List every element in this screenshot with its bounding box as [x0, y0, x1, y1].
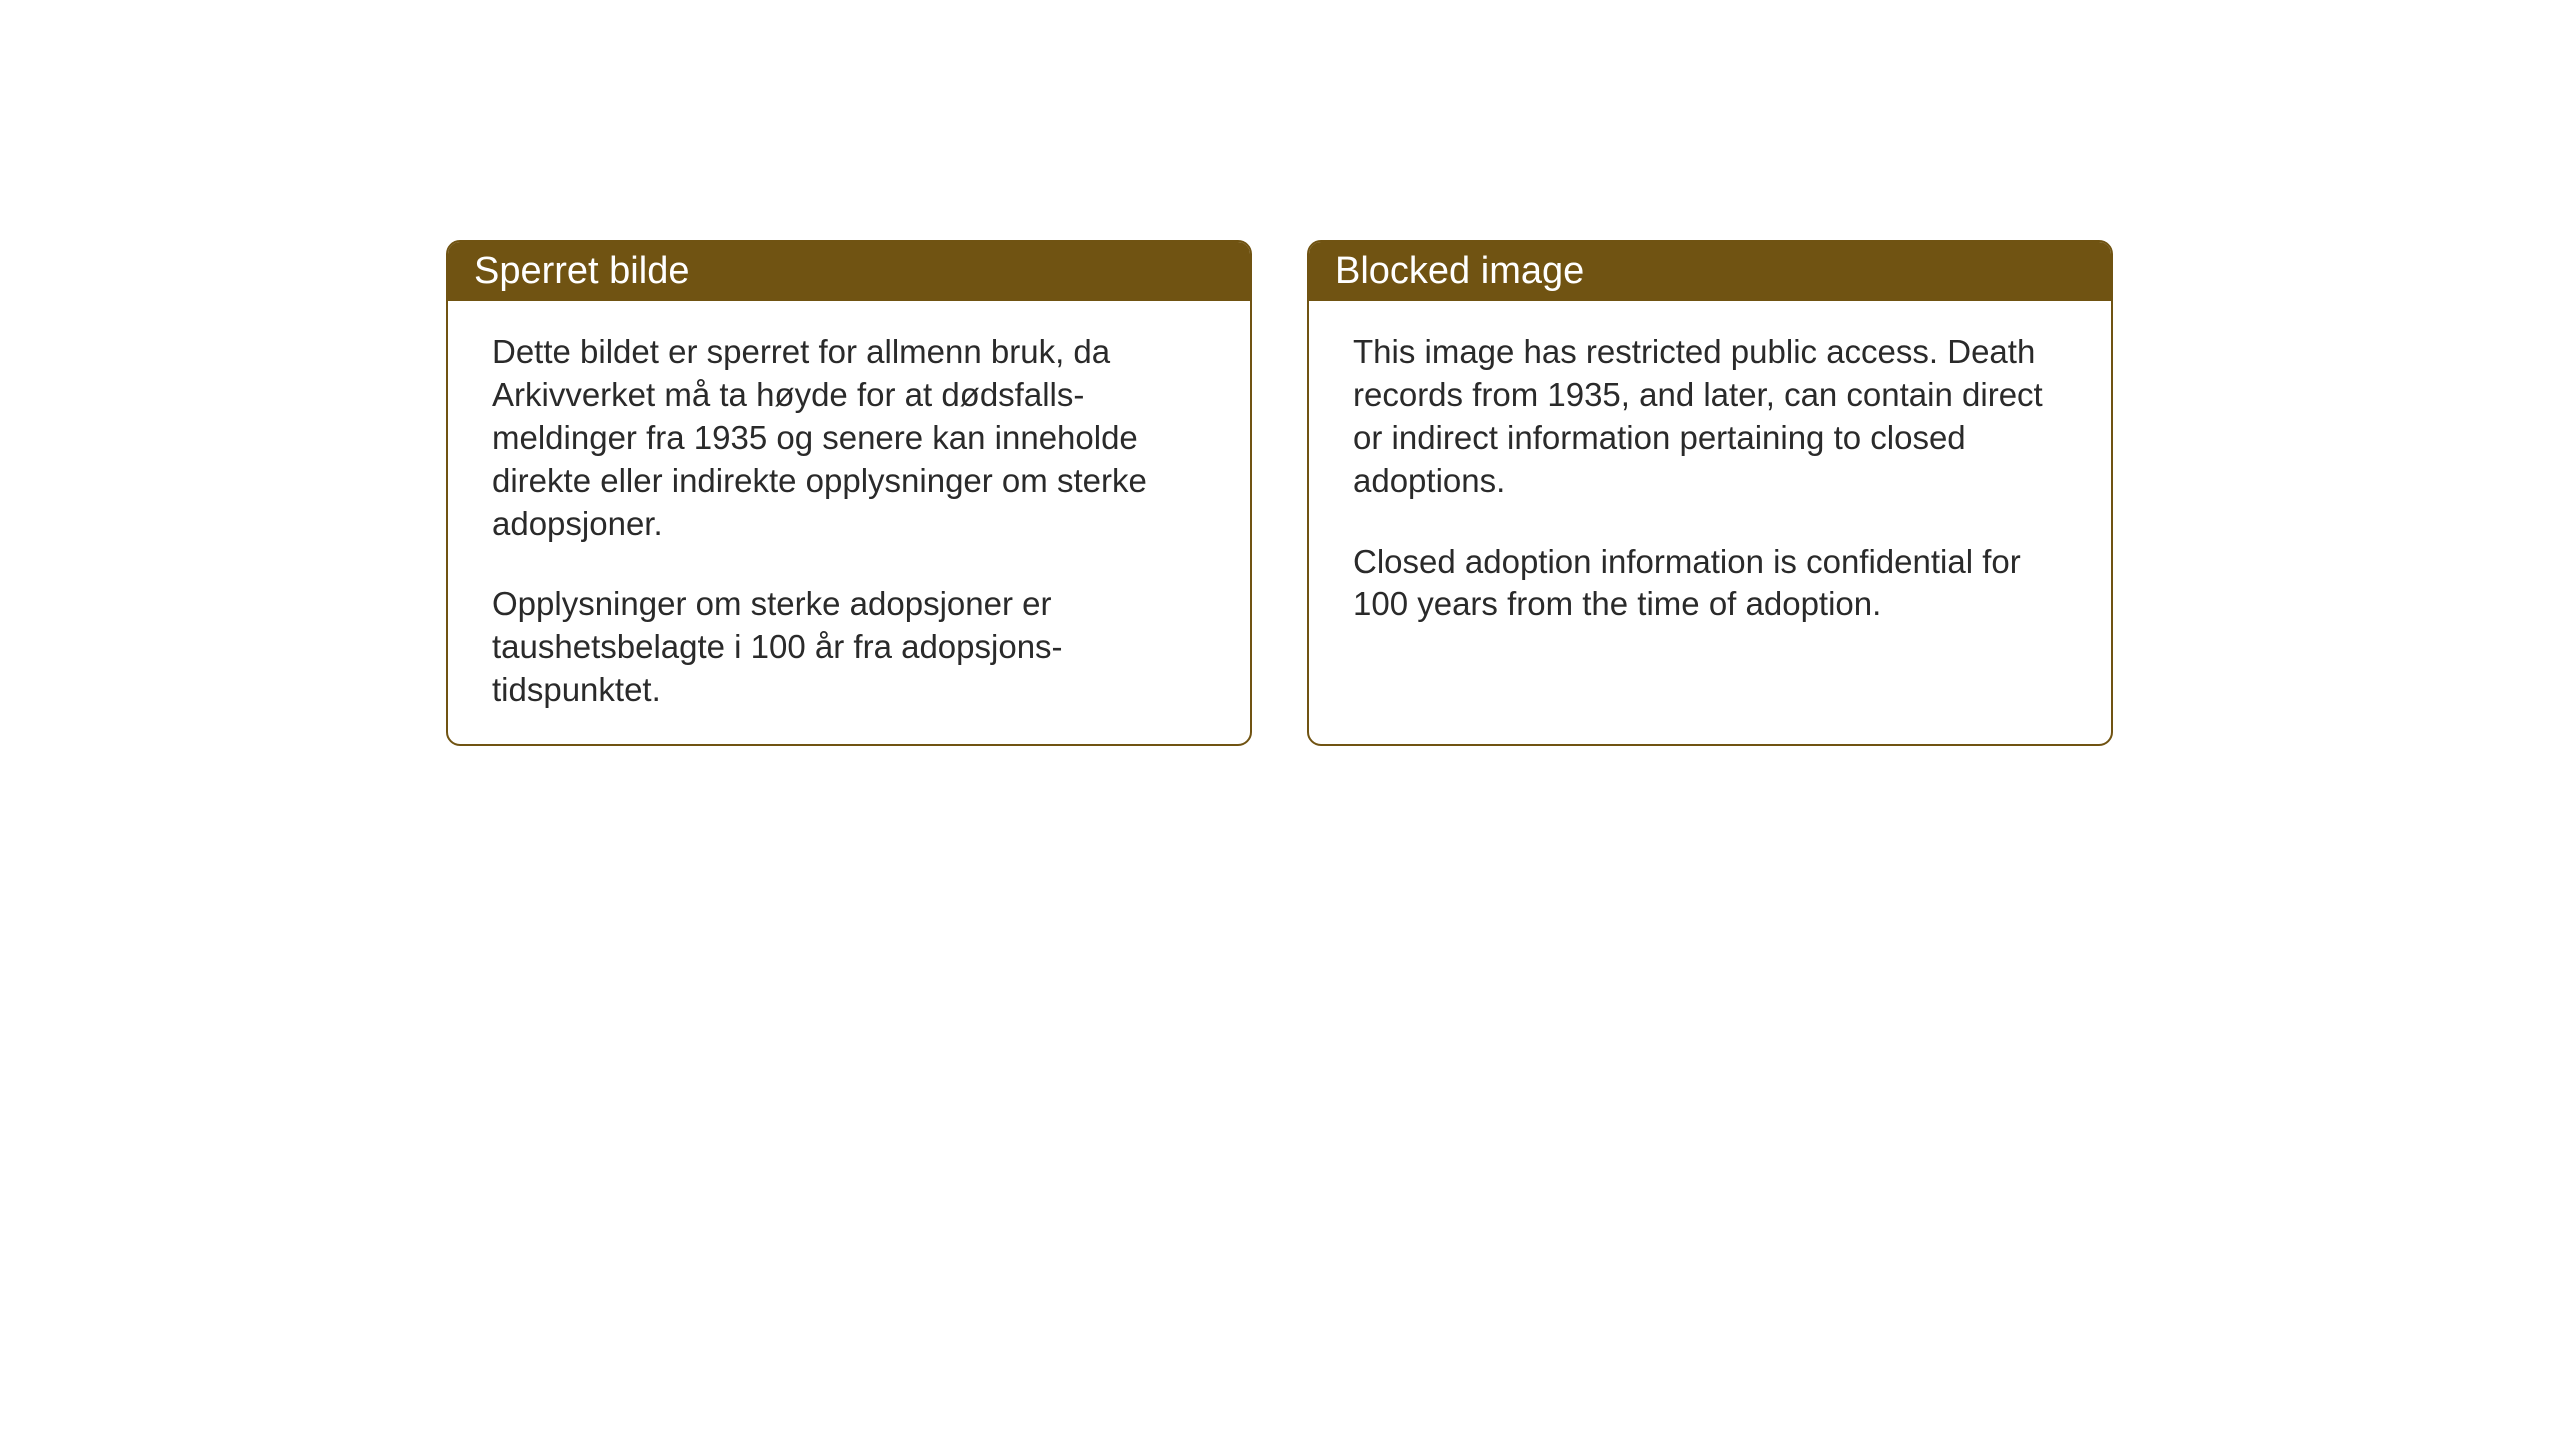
norwegian-notice-card: Sperret bilde Dette bildet er sperret fo…: [446, 240, 1252, 746]
norwegian-card-body: Dette bildet er sperret for allmenn bruk…: [448, 301, 1250, 744]
english-card-header: Blocked image: [1309, 242, 2111, 301]
norwegian-paragraph-1: Dette bildet er sperret for allmenn bruk…: [492, 331, 1206, 545]
english-card-title: Blocked image: [1335, 250, 1584, 292]
notice-container: Sperret bilde Dette bildet er sperret fo…: [446, 240, 2113, 746]
norwegian-card-title: Sperret bilde: [474, 250, 689, 292]
english-card-body: This image has restricted public access.…: [1309, 301, 2111, 681]
english-notice-card: Blocked image This image has restricted …: [1307, 240, 2113, 746]
english-paragraph-2: Closed adoption information is confident…: [1353, 541, 2067, 627]
norwegian-card-header: Sperret bilde: [448, 242, 1250, 301]
english-paragraph-1: This image has restricted public access.…: [1353, 331, 2067, 503]
norwegian-paragraph-2: Opplysninger om sterke adopsjoner er tau…: [492, 583, 1206, 712]
